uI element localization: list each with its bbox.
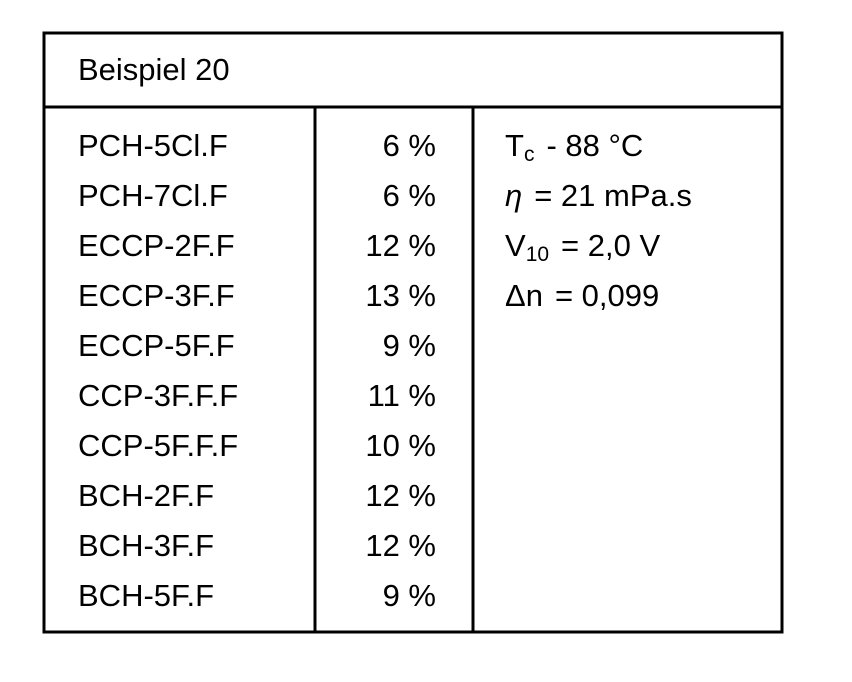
- property: Tc - 88 °C: [505, 128, 643, 165]
- compound-percent: 12 %: [365, 478, 436, 513]
- compound-percent: 10 %: [365, 428, 436, 463]
- property-value: = 21 mPa.s: [534, 178, 692, 213]
- compound-percent: 13 %: [365, 278, 436, 313]
- property-value: = 0,099: [555, 278, 659, 313]
- property-value: - 88 °C: [546, 128, 643, 163]
- property-symbol: T: [505, 128, 524, 163]
- table: Beispiel 20 PCH-5Cl.F 6 % PCH-7Cl.F 6 % ECCP…: [0, 0, 852, 682]
- page: {"title": "Beispiel 20", "rows": [ ["PCH…: [0, 0, 852, 682]
- compound-percent: 12 %: [365, 528, 436, 563]
- compound-name: ECCP-3F.F: [78, 278, 235, 313]
- compound-name: BCH-3F.F: [78, 528, 214, 563]
- compound-percent: 9 %: [383, 578, 436, 613]
- compound-percent: 6 %: [383, 128, 436, 163]
- property-value: = 2,0 V: [561, 228, 660, 263]
- property: η = 21 mPa.s: [505, 178, 692, 213]
- compound-percent: 12 %: [365, 228, 436, 263]
- compound-name: ECCP-5F.F: [78, 328, 235, 363]
- property-symbol: V: [505, 228, 526, 263]
- compound-name: PCH-5Cl.F: [78, 128, 228, 163]
- compound-name: BCH-5F.F: [78, 578, 214, 613]
- compound-percent: 11 %: [368, 378, 436, 413]
- property-subscript: 10: [526, 243, 549, 266]
- compound-percent: 9 %: [383, 328, 436, 363]
- compound-name: ECCP-2F.F: [78, 228, 235, 263]
- compound-name: BCH-2F.F: [78, 478, 214, 513]
- property-symbol: η: [505, 178, 522, 213]
- compound-name: CCP-5F.F.F: [78, 428, 238, 463]
- compound-name: PCH-7Cl.F: [78, 178, 228, 213]
- property: V10 = 2,0 V: [505, 228, 660, 265]
- compound-percent: 6 %: [383, 178, 436, 213]
- property-symbol: Δn: [505, 278, 543, 313]
- property: Δn = 0,099: [505, 278, 659, 313]
- compound-name: CCP-3F.F.F: [78, 378, 238, 413]
- table-title: Beispiel 20: [78, 52, 230, 87]
- property-subscript: c: [524, 143, 535, 166]
